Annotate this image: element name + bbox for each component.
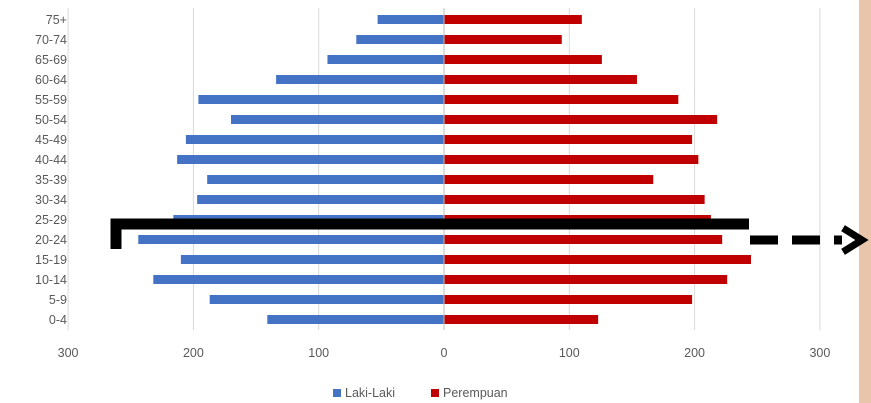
legend-swatch — [333, 389, 341, 397]
annotation-arrowhead — [841, 225, 869, 255]
bar-female-15-19 — [444, 255, 751, 264]
bar-female-55-59 — [444, 95, 679, 104]
bar-female-40-44 — [444, 155, 699, 164]
bar-male-45-49 — [185, 135, 444, 144]
bar-male-0-4 — [267, 315, 444, 324]
legend-label: Laki-Laki — [345, 386, 395, 400]
bar-female-70-74 — [444, 35, 562, 44]
y-tick-label: 75+ — [46, 13, 67, 27]
bar-female-20-24 — [444, 235, 723, 244]
y-tick-label: 70-74 — [35, 33, 67, 47]
bar-female-30-34 — [444, 195, 705, 204]
bar-male-65-69 — [327, 55, 444, 64]
y-tick-label: 55-59 — [35, 93, 67, 107]
y-tick-label: 60-64 — [35, 73, 67, 87]
side-decor-strip — [859, 0, 871, 403]
bar-male-5-9 — [209, 295, 444, 304]
x-tick-label: 100 — [308, 346, 329, 360]
legend-label: Perempuan — [443, 386, 508, 400]
bar-female-75+ — [444, 15, 582, 24]
bar-male-15-19 — [180, 255, 444, 264]
bar-female-60-64 — [444, 75, 637, 84]
y-tick-label: 50-54 — [35, 113, 67, 127]
y-tick-label: 30-34 — [35, 193, 67, 207]
y-tick-label: 0-4 — [49, 313, 67, 327]
bar-male-55-59 — [198, 95, 444, 104]
bar-female-50-54 — [444, 115, 718, 124]
bar-male-30-34 — [197, 195, 444, 204]
legend-swatch — [431, 389, 439, 397]
x-tick-label: 200 — [183, 346, 204, 360]
bar-male-70-74 — [356, 35, 444, 44]
bar-female-65-69 — [444, 55, 602, 64]
y-tick-label: 65-69 — [35, 53, 67, 67]
bar-male-40-44 — [177, 155, 444, 164]
y-tick-label: 45-49 — [35, 133, 67, 147]
bar-male-35-39 — [207, 175, 444, 184]
bar-female-0-4 — [444, 315, 599, 324]
x-tick-label: 200 — [684, 346, 705, 360]
bar-female-35-39 — [444, 175, 654, 184]
y-tick-label: 25-29 — [35, 213, 67, 227]
x-tick-label: 100 — [559, 346, 580, 360]
bar-male-60-64 — [276, 75, 444, 84]
bar-female-10-14 — [444, 275, 728, 284]
y-tick-label: 40-44 — [35, 153, 67, 167]
bar-male-20-24 — [138, 235, 444, 244]
y-tick-label: 20-24 — [35, 233, 67, 247]
y-tick-label: 5-9 — [49, 293, 67, 307]
x-tick-label: 300 — [809, 346, 830, 360]
y-tick-label: 10-14 — [35, 273, 67, 287]
bar-male-10-14 — [153, 275, 444, 284]
x-tick-label: 300 — [58, 346, 79, 360]
x-tick-label: 0 — [441, 346, 448, 360]
bar-male-50-54 — [230, 115, 444, 124]
bar-female-5-9 — [444, 295, 693, 304]
bar-female-45-49 — [444, 135, 693, 144]
y-tick-label: 35-39 — [35, 173, 67, 187]
bar-male-75+ — [377, 15, 444, 24]
annotation-bracket — [110, 218, 749, 249]
y-tick-label: 15-19 — [35, 253, 67, 267]
